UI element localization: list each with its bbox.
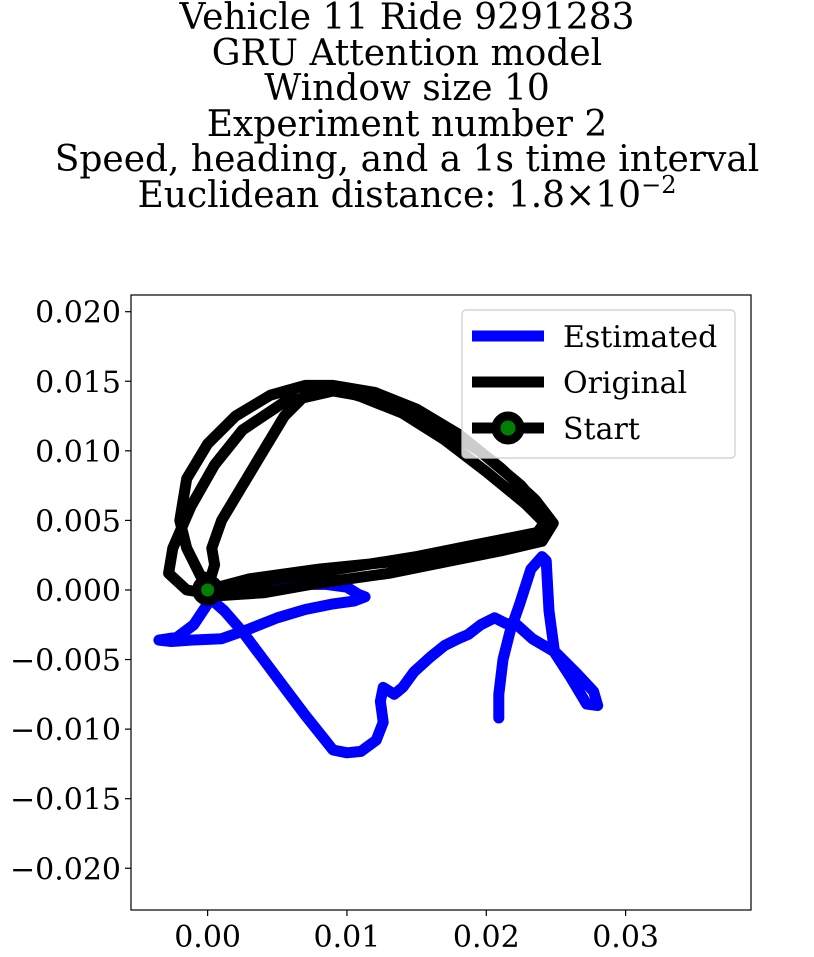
legend-swatch-start-marker: [491, 411, 525, 445]
y-tick-label: −0.015: [10, 783, 121, 818]
axes-frame: [130, 294, 752, 911]
title-line-5: Speed, heading, and a 1s time interval: [54, 139, 760, 180]
y-tick-label: 0.000: [35, 574, 121, 609]
title-line-2: GRU Attention model: [211, 32, 603, 74]
distance-mantissa: 1.8: [507, 174, 566, 216]
series-line-original: [163, 379, 559, 601]
tick-layer: 0.00 0.01 0.02 0.03 0.020 0.015 0.010 0.005 0.00…: [10, 296, 659, 955]
start-marker: [192, 574, 224, 606]
legend-label-start: Start: [563, 412, 640, 447]
distance-base: 10: [595, 174, 642, 216]
title-line-4: Experiment number 2: [206, 103, 608, 145]
title-line-1: Vehicle 11 Ride 9291283: [179, 0, 635, 38]
title-line-3: Window size 10: [264, 68, 550, 109]
y-tick-label: 0.010: [35, 435, 121, 470]
y-tick-label: −0.010: [10, 713, 121, 748]
x-tick-label: 0.00: [174, 920, 241, 955]
y-tick-label: 0.020: [35, 296, 121, 331]
series-line-estimated: [153, 551, 604, 759]
y-tick-label: 0.005: [35, 504, 121, 539]
legend-label-estimated: Estimated: [563, 320, 717, 355]
legend: Estimated Original Start: [461, 309, 736, 459]
distance-exponent: −2: [641, 170, 677, 199]
legend-label-original: Original: [563, 366, 687, 401]
title-line-distance: Euclidean distance: 1.8×10−2: [0, 173, 814, 216]
chart-title: Vehicle 11 Ride 9291283 GRU Attention mo…: [0, 0, 814, 213]
distance-prefix: Euclidean distance:: [137, 174, 508, 216]
x-tick-label: 0.03: [592, 920, 659, 955]
x-tick-label: 0.01: [314, 920, 381, 955]
series-layer: [153, 379, 604, 759]
x-tick-label: 0.02: [453, 920, 520, 955]
y-tick-label: −0.005: [10, 644, 121, 679]
legend-frame: [461, 309, 736, 459]
y-tick-label: 0.015: [35, 365, 121, 400]
distance-times: ×: [565, 174, 596, 216]
y-tick-label: −0.020: [10, 852, 121, 887]
